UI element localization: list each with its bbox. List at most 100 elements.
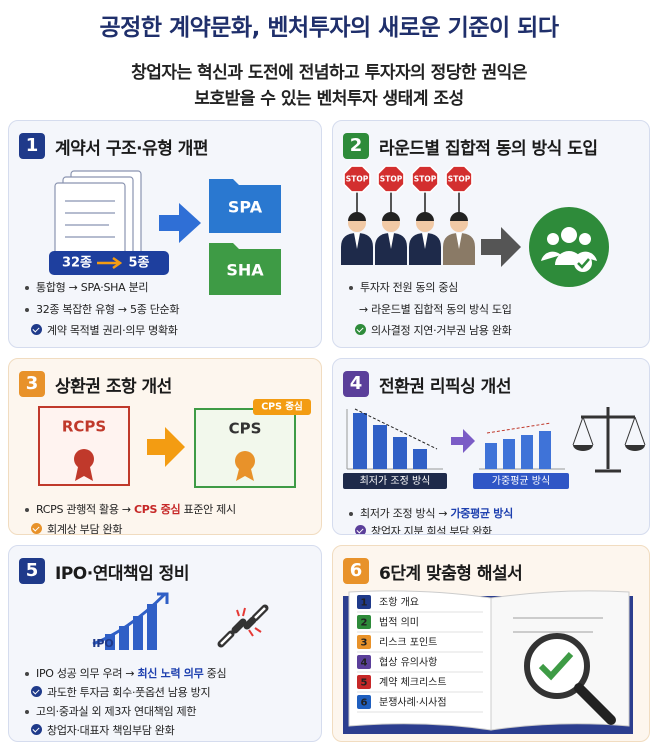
panel: 3 상환권 조항 개선 RCPS CPS CPS 중심 RCPS 관행적 활용 … bbox=[8, 358, 322, 535]
decoration bbox=[119, 626, 129, 650]
decoration bbox=[624, 416, 636, 446]
decoration bbox=[133, 616, 143, 650]
decoration bbox=[413, 449, 427, 469]
decoration bbox=[573, 445, 593, 451]
text: 계약 목적별 권리·의무 명확화 bbox=[47, 324, 178, 337]
label: 가중평균 방식 bbox=[492, 475, 550, 487]
decoration bbox=[236, 607, 262, 637]
text: 과도한 투자금 회수·풋옵션 남용 방지 bbox=[47, 686, 211, 699]
bullet: 최저가 조정 방식 → 가중평균 방식 bbox=[349, 505, 513, 521]
illustration: RCPS CPS CPS 중심 bbox=[38, 399, 311, 488]
step-text: 리스크 포인트 bbox=[379, 637, 437, 649]
step-badge bbox=[357, 695, 371, 709]
text: 창업자·대표자 책임부담 완화 bbox=[47, 724, 175, 737]
person-tie bbox=[422, 233, 428, 249]
illustration: 최저가 조정 방식 가중평균 방식 bbox=[343, 407, 646, 489]
label: 32종 bbox=[62, 256, 92, 271]
panel-title: 라운드별 집합적 동의 방식 도입 bbox=[379, 139, 598, 159]
bullet: RCPS 관행적 활용 → CPS 중심 표준안 제시 bbox=[25, 501, 236, 517]
sign-label: STOP bbox=[346, 175, 369, 184]
label: CPS bbox=[229, 420, 262, 438]
label: SHA bbox=[226, 261, 264, 280]
decoration bbox=[582, 416, 594, 446]
decoration bbox=[451, 429, 475, 453]
panel: 1 계약서 구조·유형 개편 32종 5종 SPA SHA 통합형 → SPA·… bbox=[8, 120, 322, 348]
person-hair bbox=[382, 212, 400, 221]
bullet: IPO 성공 의무 우려 → 최신 노력 의무 중심 bbox=[25, 665, 227, 681]
decoration bbox=[92, 592, 169, 646]
panel: 4 전환권 리픽싱 개선 최저가 조정 방식 가중평균 방식 최저가 조정 방식… bbox=[332, 358, 650, 535]
stop-sign bbox=[411, 165, 439, 193]
illustration: 32종 5종 SPA SHA bbox=[49, 170, 281, 295]
panel-title: 전환권 리픽싱 개선 bbox=[379, 377, 511, 397]
decoration bbox=[574, 683, 616, 725]
decoration bbox=[65, 200, 115, 238]
panel-title: 상환권 조항 개선 bbox=[55, 377, 172, 397]
step-badge bbox=[357, 595, 371, 609]
sign-label: STOP bbox=[448, 175, 471, 184]
step-text: 협상 유의사항 bbox=[379, 656, 437, 669]
decoration bbox=[625, 445, 645, 451]
decoration bbox=[105, 634, 115, 650]
step-number: 2 bbox=[361, 618, 368, 629]
decoration bbox=[503, 439, 515, 469]
stop-sign bbox=[343, 165, 371, 193]
illustration: IPO bbox=[92, 592, 269, 650]
decoration bbox=[242, 607, 246, 617]
check-item: 창업자 지분 희석 부담 완화 bbox=[355, 523, 492, 535]
decoration bbox=[573, 445, 645, 451]
decoration bbox=[248, 629, 254, 637]
text: 투자자 전원 동의 중심 bbox=[360, 281, 458, 294]
subtitle: 창업자는 혁신과 도전에 전념하고 투자자의 정당한 권익은 bbox=[131, 63, 527, 83]
decoration bbox=[253, 399, 311, 415]
step-number: 3 bbox=[361, 638, 368, 649]
step-text: 분쟁사례·시사점 bbox=[379, 697, 447, 709]
step-text: 조항 개요 bbox=[379, 597, 419, 609]
decoration bbox=[485, 431, 551, 469]
step-number: 5 bbox=[361, 678, 368, 689]
decoration bbox=[481, 227, 521, 267]
label: 5종 bbox=[128, 256, 149, 271]
check-item: 계약 목적별 권리·의무 명확화 bbox=[31, 322, 178, 338]
decoration: STOP STOP STOP STOP bbox=[341, 165, 475, 265]
decoration bbox=[354, 408, 438, 450]
panel-title: 6단계 맞춤형 해설서 bbox=[379, 564, 523, 584]
text: 중심 bbox=[203, 667, 227, 680]
decoration: 1 조항 개요 2 법적 의미 3 리스크 포인트 4 협상 유의사항 5 계약 체크리스트 6 분쟁… bbox=[357, 595, 483, 713]
step-text: 계약 체크리스트 bbox=[379, 677, 447, 689]
highlight: CPS 중심 bbox=[134, 503, 181, 516]
subtitle: 보호받을 수 있는 벤처투자 생태계 조성 bbox=[194, 89, 464, 109]
text: 창업자 지분 희석 부담 완화 bbox=[371, 525, 492, 535]
bullet: 32종 복잡한 유형 → 5종 단순화 bbox=[25, 301, 180, 317]
text: → 라운드별 집합적 동의 방식 도입 bbox=[359, 303, 512, 316]
person-tie bbox=[456, 233, 462, 249]
decoration bbox=[353, 413, 427, 469]
decoration bbox=[581, 407, 635, 473]
decoration bbox=[147, 604, 157, 650]
sign-label: STOP bbox=[414, 175, 437, 184]
decoration bbox=[159, 203, 201, 243]
text: RCPS 관행적 활용 → bbox=[36, 503, 134, 516]
text: 통합형 → SPA·SHA 분리 bbox=[36, 281, 149, 294]
panel-title: IPO·연대책임 정비 bbox=[55, 564, 189, 584]
illustration: 1 조항 개요 2 법적 의미 3 리스크 포인트 4 협상 유의사항 5 계약 체크리스트 6 분쟁… bbox=[343, 590, 633, 734]
decoration bbox=[235, 451, 255, 471]
text: 회계상 부담 완화 bbox=[47, 523, 123, 535]
check-item: 회계상 부담 완화 bbox=[31, 521, 123, 535]
panel: 5 IPO·연대책임 정비 IPO IPO 성공 의무 우려 → 최신 노력 의… bbox=[8, 545, 322, 742]
decoration bbox=[209, 179, 281, 233]
decoration bbox=[209, 243, 281, 295]
sign-label: STOP bbox=[380, 175, 403, 184]
decoration bbox=[529, 207, 609, 287]
decoration bbox=[236, 469, 254, 481]
label: RCPS bbox=[62, 418, 106, 436]
illustration: STOP STOP STOP STOP bbox=[341, 165, 609, 287]
text: 32종 복잡한 유형 → 5종 단순화 bbox=[36, 303, 180, 316]
decoration bbox=[513, 617, 603, 633]
decoration bbox=[353, 413, 367, 469]
label: IPO bbox=[92, 637, 114, 650]
text: 표준안 제시 bbox=[180, 503, 237, 516]
person-hair bbox=[416, 212, 434, 221]
stop-sign bbox=[445, 165, 473, 193]
